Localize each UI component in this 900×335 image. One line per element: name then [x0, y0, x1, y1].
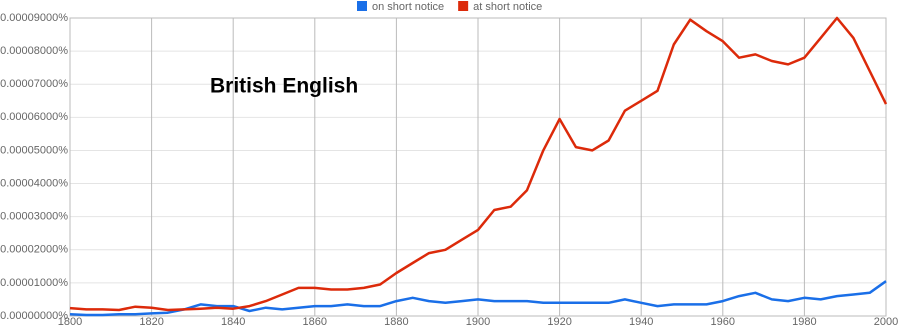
plot-frame	[69, 17, 887, 317]
x-tick-label: 1820	[139, 316, 163, 328]
y-tick-label: 0.00001000%	[0, 277, 68, 289]
y-tick-label: 0.00008000%	[0, 45, 68, 57]
y-tick-label: 0.00000000%	[0, 310, 68, 322]
x-tick-label: 1800	[58, 316, 82, 328]
x-tick-label: 1920	[547, 316, 571, 328]
plot: 0.00000000% 0.00001000% 0.00002000% 0.00003…	[0, 1, 898, 328]
x-tick-label: 1840	[221, 316, 245, 328]
x-tick-label: 1980	[792, 316, 816, 328]
legend-label: at short notice	[473, 1, 542, 13]
x-tick-label: 1960	[711, 316, 735, 328]
x-tick-label: 1880	[384, 316, 408, 328]
legend-label: on short notice	[372, 1, 444, 13]
y-tick-label: 0.00004000%	[0, 177, 68, 189]
series-line	[69, 280, 887, 317]
x-tick-label: 1900	[466, 316, 490, 328]
series-line	[69, 16, 888, 312]
x-tick-label: 1940	[629, 316, 653, 328]
y-tick-label: 0.00007000%	[0, 78, 68, 90]
annotation: British English	[210, 75, 358, 98]
legend-swatch	[357, 1, 367, 11]
x-tick-label: 2000	[874, 316, 898, 328]
y-tick-label: 0.00002000%	[0, 244, 68, 256]
legend-swatch	[458, 1, 469, 11]
x-tick-label: 1860	[303, 316, 327, 328]
y-tick-label: 0.00003000%	[0, 211, 68, 223]
y-tick-label: 0.00009000%	[0, 12, 68, 24]
y-tick-label: 0.00005000%	[0, 144, 68, 156]
y-tick-label: 0.00006000%	[0, 111, 68, 123]
